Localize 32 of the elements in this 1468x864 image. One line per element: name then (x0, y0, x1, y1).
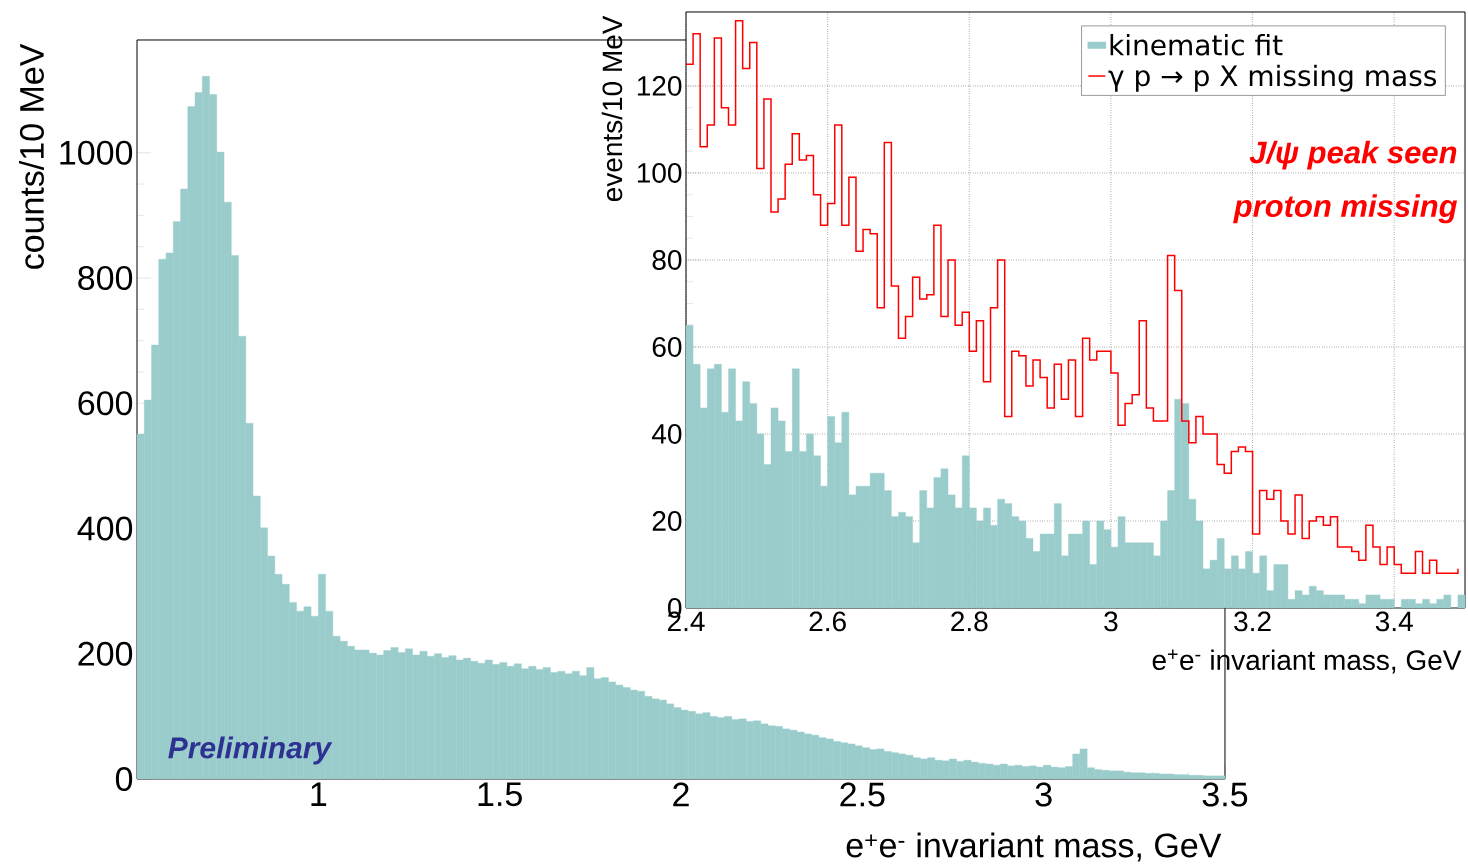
y-axis-title: counts/10 MeV (18, 43, 44, 269)
y-tick-label: 1000 (60, 140, 133, 165)
y-tick-label: 100 (637, 163, 682, 183)
annotation: J/ψ peak seen (1249, 140, 1457, 170)
y-tick-label: 800 (78, 265, 133, 291)
x-axis-title: e$^{+}$e$^{-}$ invariant mass, GeV (846, 832, 1222, 862)
x-tick-label: 2.8 (951, 611, 988, 632)
y-tick-label: 20 (652, 511, 682, 531)
x-tick-label: 3 (1104, 611, 1118, 632)
x-tick-label: 2.5 (840, 782, 885, 807)
legend-label: kinematic fit (1110, 33, 1283, 56)
y-tick-label: 200 (78, 641, 133, 666)
x-tick-label: 2 (673, 782, 689, 807)
x-tick-label: 2.6 (809, 611, 846, 632)
annotation: proton missing (1233, 194, 1458, 224)
y-tick-label: 80 (652, 250, 682, 270)
x-tick-label: 1.5 (478, 782, 522, 807)
x-axis-title: e$^{+}$e$^{-}$ invariant mass, GeV (1152, 649, 1462, 674)
y-tick-label: 120 (637, 76, 682, 96)
x-tick-label: 3.5 (1202, 782, 1248, 807)
x-tick-label: 1 (311, 782, 327, 806)
y-tick-label: 400 (77, 516, 133, 541)
x-tick-label: 3 (1035, 782, 1052, 807)
x-tick-label: 3.2 (1234, 611, 1271, 632)
annotation: Preliminary (168, 736, 333, 765)
y-tick-label: 600 (78, 391, 133, 416)
y-tick-label: 40 (651, 424, 682, 444)
y-axis-title: events/10 MeV (601, 15, 623, 202)
x-tick-label: 3.4 (1375, 611, 1413, 632)
y-tick-label: 60 (652, 337, 682, 357)
legend-label: γ p → p X missing mass (1108, 64, 1437, 92)
y-tick-label: 0 (115, 766, 133, 792)
